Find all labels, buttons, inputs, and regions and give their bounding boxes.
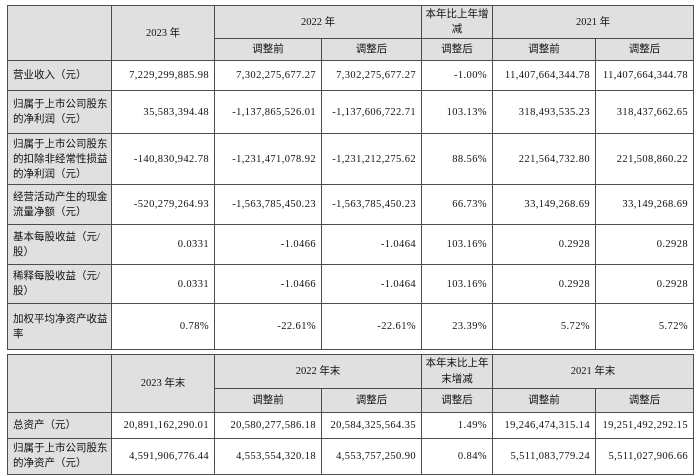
header-2021-end: 2021 年末 — [492, 354, 694, 389]
value-cell: -1.0464 — [321, 264, 422, 305]
value-cell: 5.72% — [595, 303, 694, 351]
header-2023: 2023 年 — [111, 4, 215, 62]
value-cell: 4,553,554,320.18 — [214, 437, 322, 475]
subheader-2022-post: 调整后 — [321, 38, 422, 62]
table-row-total-assets: 总资产（元） 20,891,162,290.01 20,580,277,586.… — [7, 411, 694, 439]
value-cell: 20,580,277,586.18 — [214, 411, 322, 439]
value-cell: 1.49% — [421, 411, 493, 439]
value-cell: 7,302,275,677.27 — [321, 60, 422, 92]
value-cell: 4,553,757,250.90 — [321, 437, 422, 475]
value-cell: 33,149,268.69 — [492, 184, 596, 226]
table-row-net-profit: 归属于上市公司股东的净利润（元） 35,583,394.48 -1,137,86… — [7, 90, 694, 135]
value-cell: -1,231,212,275.62 — [321, 133, 422, 186]
value-cell: 0.2928 — [595, 264, 694, 305]
row-label-cell: 营业收入（元） — [7, 60, 112, 92]
row-label-cell: 归属于上市公司股东的净利润（元） — [7, 90, 112, 135]
value-cell: -1,231,471,078.92 — [214, 133, 322, 186]
subheader-2022-post: 调整后 — [321, 387, 422, 413]
subheader-change-post: 调整后 — [421, 38, 493, 62]
value-cell: 5,511,027,906.66 — [595, 437, 694, 475]
value-cell: 23.39% — [421, 303, 493, 351]
value-cell: 11,407,664,344.78 — [595, 60, 694, 92]
subheader-2021-post: 调整后 — [595, 387, 694, 413]
table-row-net-assets: 归属于上市公司股东的净资产（元） 4,591,906,776.44 4,553,… — [7, 437, 694, 475]
value-cell: 33,149,268.69 — [595, 184, 694, 226]
value-cell: 20,891,162,290.01 — [111, 411, 215, 439]
row-label-cell: 总资产（元） — [7, 411, 112, 439]
annual-results-table: 2023 年 2022 年 本年比上年增减 2021 年 调整前 调整后 调整后… — [7, 4, 694, 351]
subheader-2021-pre: 调整前 — [492, 387, 596, 413]
value-cell: -1,137,865,526.01 — [214, 90, 322, 135]
header-2022-end: 2022 年末 — [214, 354, 422, 389]
value-cell: -1,563,785,450.23 — [321, 184, 422, 226]
value-cell: 7,302,275,677.27 — [214, 60, 322, 92]
value-cell: 11,407,664,344.78 — [492, 60, 596, 92]
corner-cell — [7, 354, 112, 413]
value-cell: 318,493,535.23 — [492, 90, 596, 135]
table-row-basic-eps: 基本每股收益（元/股） 0.0331 -1.0466 -1.0464 103.1… — [7, 224, 694, 266]
value-cell: 0.78% — [111, 303, 215, 351]
value-cell: 88.56% — [421, 133, 493, 186]
value-cell: 221,508,860.22 — [595, 133, 694, 186]
header-row-yearend: 2023 年末 2022 年末 本年末比上年末增减 2021 年末 — [7, 354, 694, 413]
header-change: 本年比上年增减 — [421, 4, 493, 40]
value-cell: 66.73% — [421, 184, 493, 226]
value-cell: -140,830,942.78 — [111, 133, 215, 186]
value-cell: 103.16% — [421, 224, 493, 266]
subheader-2021-pre: 调整前 — [492, 38, 596, 62]
value-cell: 35,583,394.48 — [111, 90, 215, 135]
value-cell: -22.61% — [214, 303, 322, 351]
value-cell: 5,511,083,779.24 — [492, 437, 596, 475]
value-cell: 0.84% — [421, 437, 493, 475]
value-cell: -1.00% — [421, 60, 493, 92]
value-cell: -520,279,264.93 — [111, 184, 215, 226]
value-cell: 20,584,325,564.35 — [321, 411, 422, 439]
row-label-cell: 经营活动产生的现金流量净额（元） — [7, 184, 112, 226]
header-2022: 2022 年 — [214, 4, 422, 40]
table-row-weighted-roe: 加权平均净资产收益率 0.78% -22.61% -22.61% 23.39% … — [7, 303, 694, 351]
subheader-change-post: 调整后 — [421, 387, 493, 413]
value-cell: 5.72% — [492, 303, 596, 351]
value-cell: 0.2928 — [595, 224, 694, 266]
value-cell: 4,591,906,776.44 — [111, 437, 215, 475]
year-end-results-table: 2023 年末 2022 年末 本年末比上年末增减 2021 年末 调整前 调整… — [7, 354, 694, 475]
table-row-revenue: 营业收入（元） 7,229,299,885.98 7,302,275,677.2… — [7, 60, 694, 92]
table-row-deducted-net-profit: 归属于上市公司股东的扣除非经常性损益的净利润（元） -140,830,942.7… — [7, 133, 694, 186]
corner-cell — [7, 4, 112, 62]
value-cell: 0.2928 — [492, 264, 596, 305]
value-cell: -1.0466 — [214, 264, 322, 305]
subheader-2022-pre: 调整前 — [214, 38, 322, 62]
header-2021: 2021 年 — [492, 4, 694, 40]
header-2023-end: 2023 年末 — [111, 354, 215, 413]
value-cell: 19,246,474,315.14 — [492, 411, 596, 439]
value-cell: -1,137,606,722.71 — [321, 90, 422, 135]
value-cell: -22.61% — [321, 303, 422, 351]
header-yearend-change: 本年末比上年末增减 — [421, 354, 493, 389]
value-cell: 318,437,662.65 — [595, 90, 694, 135]
row-label-cell: 归属于上市公司股东的净资产（元） — [7, 437, 112, 475]
table-row-diluted-eps: 稀释每股收益（元/股） 0.0331 -1.0466 -1.0464 103.1… — [7, 264, 694, 305]
row-label-cell: 加权平均净资产收益率 — [7, 303, 112, 351]
value-cell: -1.0464 — [321, 224, 422, 266]
value-cell: 7,229,299,885.98 — [111, 60, 215, 92]
value-cell: -1.0466 — [214, 224, 322, 266]
value-cell: 103.16% — [421, 264, 493, 305]
subheader-2021-post: 调整后 — [595, 38, 694, 62]
subheader-2022-pre: 调整前 — [214, 387, 322, 413]
row-label-cell: 基本每股收益（元/股） — [7, 224, 112, 266]
value-cell: 0.0331 — [111, 224, 215, 266]
value-cell: 0.0331 — [111, 264, 215, 305]
value-cell: 221,564,732.80 — [492, 133, 596, 186]
row-label-cell: 归属于上市公司股东的扣除非经常性损益的净利润（元） — [7, 133, 112, 186]
value-cell: 19,251,492,292.15 — [595, 411, 694, 439]
header-row-adjust: 调整前 调整后 调整后 调整前 调整后 — [8, 387, 694, 413]
header-row-years: 2023 年 2022 年 本年比上年增减 2021 年 — [7, 4, 694, 62]
value-cell: -1,563,785,450.23 — [214, 184, 322, 226]
value-cell: 0.2928 — [492, 224, 596, 266]
value-cell: 103.13% — [421, 90, 493, 135]
row-label-cell: 稀释每股收益（元/股） — [7, 264, 112, 305]
table-row-operating-cash-flow: 经营活动产生的现金流量净额（元） -520,279,264.93 -1,563,… — [7, 184, 694, 226]
